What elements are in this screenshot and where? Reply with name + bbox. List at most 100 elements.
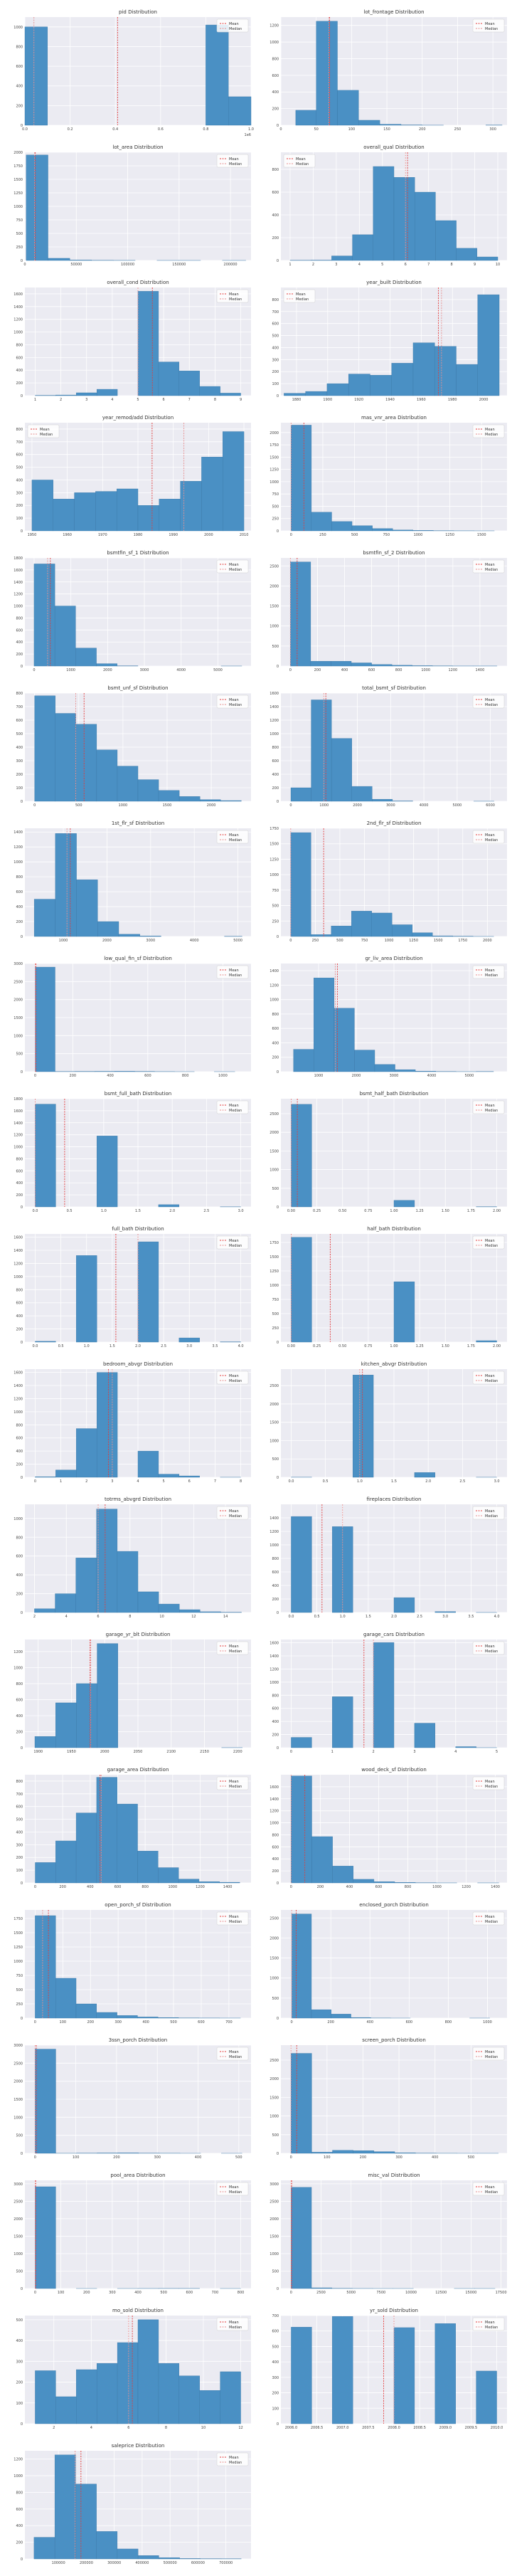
x-tick-label: 1000 <box>432 1885 442 1889</box>
x-tick-label: 2.5 <box>459 1479 465 1484</box>
y-tick-label: 400 <box>272 773 279 777</box>
y-tick-label: 1250 <box>14 1946 23 1950</box>
y-tick-label: 1400 <box>270 1798 279 1802</box>
y-tick-label: 600 <box>16 719 23 723</box>
x-tick-label: 100000 <box>121 263 134 267</box>
x-tick-label: 2 <box>85 1479 87 1484</box>
y-tick-label: 1000 <box>14 1666 23 1670</box>
y-tick-label: 250 <box>272 1326 279 1331</box>
histogram-bar <box>353 235 373 260</box>
y-tick-label: 250 <box>272 919 279 924</box>
chart-title: bsmtfin_sf_2 Distribution <box>363 550 425 556</box>
histogram-svg: mas_vnr_area Distribution025050075010001… <box>258 413 510 545</box>
y-tick-label: 200 <box>16 920 23 924</box>
x-tick-label: 0.5 <box>314 1615 320 1619</box>
x-tick-label: 1980 <box>134 533 143 537</box>
histogram-bar <box>181 481 202 531</box>
plot-area <box>281 17 507 125</box>
x-tick-label: 200 <box>317 1885 324 1889</box>
x-tick-label: 5 <box>496 1750 498 1754</box>
x-tick-label: 1000 <box>168 1885 177 1889</box>
chart-title: 1st_flr_sf Distribution <box>112 820 164 826</box>
x-tick-label: 800 <box>238 2291 245 2295</box>
x-tick-label: 2000 <box>207 803 216 808</box>
y-tick-label: 800 <box>16 2491 23 2495</box>
x-tick-label: 4 <box>137 1479 139 1484</box>
legend-mean-label: Mean <box>485 833 495 838</box>
histogram-bar <box>138 1242 159 1342</box>
y-tick-label: 3000 <box>14 2044 23 2048</box>
histogram-bar <box>394 177 415 260</box>
y-tick-label: 0 <box>21 935 23 939</box>
legend-median-label: Median <box>229 1649 242 1654</box>
histogram-bar <box>55 395 76 396</box>
histogram-bar <box>392 924 412 936</box>
legend-mean-label: Mean <box>229 1915 239 1919</box>
x-tick-label: 5 <box>137 398 139 402</box>
x-tick-label: 0 <box>33 668 35 672</box>
x-tick-label: 4.0 <box>494 1615 500 1619</box>
y-tick-label: 800 <box>16 45 23 49</box>
x-tick-label: 600 <box>406 2020 413 2025</box>
x-tick-label: 1.50 <box>442 1209 449 1213</box>
histogram-bar <box>179 371 200 396</box>
x-tick-label: 2008.0 <box>388 2426 400 2430</box>
x-tick-label: 0 <box>34 1885 36 1889</box>
y-tick-label: 200 <box>272 1598 279 1602</box>
histogram-bar <box>117 489 138 531</box>
histogram-svg: overall_cond Distribution020040060080010… <box>2 278 254 410</box>
histogram-bar <box>35 1736 55 1748</box>
x-tick-label: 5000 <box>452 803 462 808</box>
y-tick-label: 700 <box>16 705 23 709</box>
y-tick-label: 2500 <box>270 2200 279 2204</box>
x-tick-label: 1000 <box>119 803 128 808</box>
histogram-bar <box>76 2004 97 2018</box>
y-tick-label: 200 <box>16 773 23 777</box>
chart-title: 3ssn_porch Distribution <box>109 2037 167 2043</box>
histogram-bar <box>76 1684 97 1748</box>
x-tick-label: 400 <box>142 2020 149 2025</box>
y-tick-label: 1400 <box>14 305 23 310</box>
y-tick-label: 0 <box>21 2557 23 2562</box>
y-tick-label: 1500 <box>14 178 23 182</box>
y-tick-label: 0 <box>277 2152 279 2156</box>
x-tick-label: 500 <box>75 803 82 808</box>
y-tick-label: 2500 <box>270 564 279 569</box>
legend-mean-label: Mean <box>485 22 495 26</box>
x-tick-label: 2010.0 <box>491 2426 503 2430</box>
histogram-bar <box>296 110 316 125</box>
histogram-bar <box>32 480 53 531</box>
y-tick-label: 200 <box>272 370 279 374</box>
histogram-bar <box>97 1644 118 1748</box>
x-tick-label: 1.50 <box>442 1344 449 1348</box>
histogram-bar <box>291 1738 311 1748</box>
y-tick-label: 500 <box>272 1997 279 2001</box>
y-tick-label: 1400 <box>14 1249 23 1253</box>
histogram-bar <box>373 167 394 260</box>
x-tick-label: 1.25 <box>416 1344 424 1348</box>
histogram-bar <box>392 363 413 396</box>
x-tick-label: 1000 <box>414 533 423 537</box>
histogram-bar <box>35 696 55 801</box>
legend-mean-label: Mean <box>229 2050 239 2054</box>
histogram-svg: garage_yr_blt Distribution02004006008001… <box>2 1630 254 1762</box>
x-tick-label: 600 <box>368 668 375 672</box>
chart-title: fireplaces Distribution <box>367 1496 422 1502</box>
y-tick-label: 0 <box>277 124 279 128</box>
histogram-bar <box>292 1914 311 2018</box>
y-tick-label: 800 <box>272 1694 279 1698</box>
x-tick-label: 1000 <box>314 1074 324 1078</box>
x-tick-label: 14 <box>223 1615 228 1619</box>
y-tick-label: 1000 <box>270 1543 279 1548</box>
histogram-bar <box>117 2343 138 2424</box>
y-tick-label: 1400 <box>14 581 23 585</box>
x-tick-label: 1960 <box>63 533 72 537</box>
histogram-bar <box>456 1747 476 1748</box>
